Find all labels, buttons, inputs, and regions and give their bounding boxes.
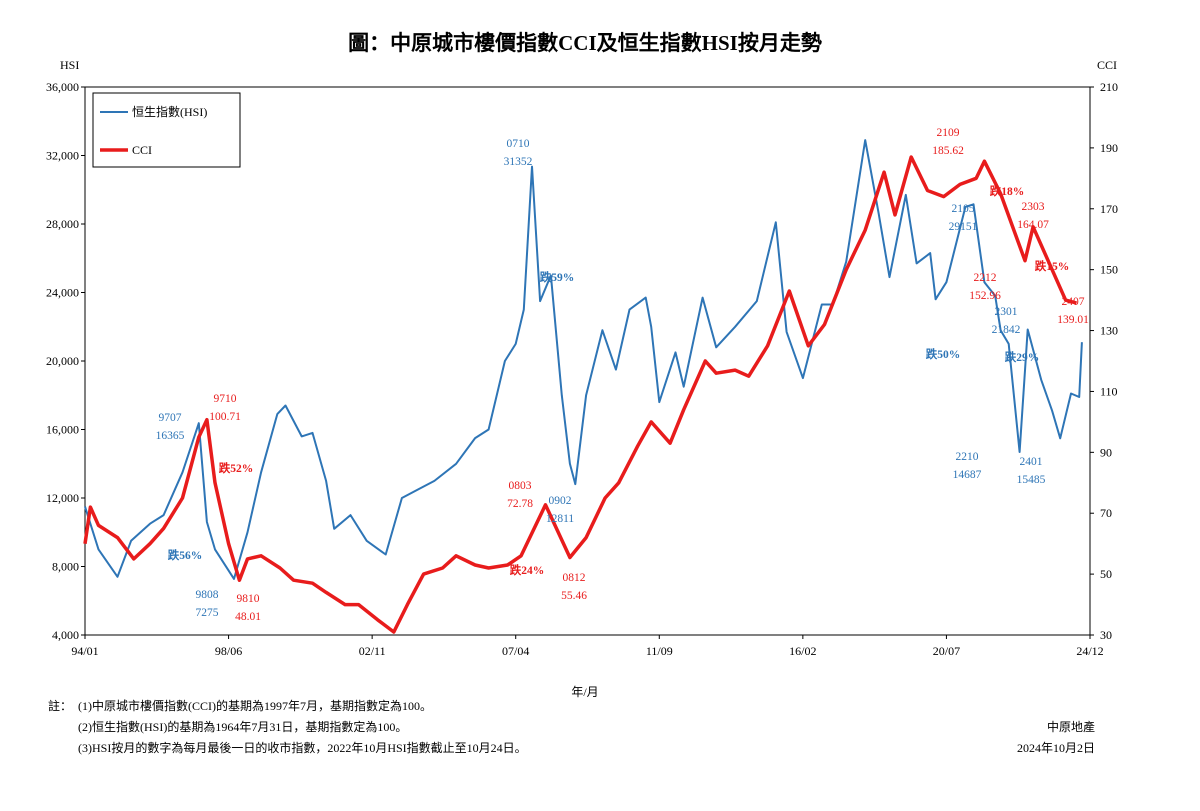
annotation: 21842 — [992, 324, 1021, 336]
y2-tick-label: 30 — [1100, 628, 1112, 642]
annotation: 14687 — [953, 469, 982, 481]
annotation: 0812 — [563, 572, 586, 584]
annotation: 2301 — [995, 306, 1018, 318]
annotation: 跌56% — [168, 548, 203, 562]
annotation: 2407 — [1062, 296, 1085, 308]
date: 2024年10月2日 — [1017, 741, 1095, 755]
annotation: 2109 — [937, 127, 960, 139]
annotation: 164.07 — [1017, 219, 1049, 231]
x-tick-label: 11/09 — [646, 644, 673, 658]
annotation: 跌24% — [510, 563, 545, 577]
y-tick-label: 16,000 — [46, 423, 79, 437]
x-axis-label: 年/月 — [571, 685, 598, 699]
annotation: 跌50% — [926, 347, 961, 361]
x-tick-label: 02/11 — [359, 644, 386, 658]
annotation: 跌15% — [1035, 259, 1070, 273]
chart-title: 圖：中原城市樓價指數CCI及恒生指數HSI按月走勢 — [348, 31, 822, 55]
annotation: 185.62 — [932, 145, 964, 157]
annotation: 55.46 — [561, 590, 587, 602]
x-tick-label: 24/12 — [1076, 644, 1103, 658]
y-tick-label: 12,000 — [46, 491, 79, 505]
y2-tick-label: 190 — [1100, 141, 1118, 155]
y-tick-label: 28,000 — [46, 217, 79, 231]
annotation: 15485 — [1017, 474, 1046, 486]
y2-axis-label: CCI — [1097, 58, 1117, 72]
x-tick-label: 20/07 — [933, 644, 960, 658]
y-tick-label: 24,000 — [46, 286, 79, 300]
annotation: 152.96 — [969, 290, 1001, 302]
source: 中原地產 — [1047, 719, 1095, 734]
annotation: 2212 — [974, 272, 997, 284]
x-tick-label: 98/06 — [215, 644, 242, 658]
y-tick-label: 36,000 — [46, 80, 79, 94]
annotation: 9808 — [196, 589, 219, 601]
y2-tick-label: 210 — [1100, 80, 1118, 94]
y2-tick-label: 150 — [1100, 263, 1118, 277]
y2-tick-label: 70 — [1100, 506, 1112, 520]
annotation: 跌18% — [990, 184, 1025, 198]
y2-tick-label: 170 — [1100, 202, 1118, 216]
annotation: 2105 — [952, 203, 975, 215]
x-tick-label: 94/01 — [71, 644, 98, 658]
annotation: 16365 — [156, 430, 185, 442]
annotation: 跌29% — [1005, 350, 1040, 364]
annotation: 9810 — [237, 593, 260, 605]
annotation: 139.01 — [1057, 314, 1089, 326]
annotation: 2303 — [1022, 201, 1045, 213]
x-tick-label: 16/02 — [789, 644, 816, 658]
annotation: 100.71 — [209, 411, 241, 423]
y-axis-label: HSI — [60, 58, 79, 72]
annotation: 7275 — [196, 607, 219, 619]
plot-frame — [84, 86, 1091, 636]
annotation: 0803 — [509, 480, 532, 492]
annotation: 跌52% — [219, 461, 254, 475]
annotation: 29151 — [949, 221, 978, 233]
series-line — [84, 139, 1083, 580]
y2-tick-label: 130 — [1100, 324, 1118, 338]
y-tick-label: 32,000 — [46, 149, 79, 163]
y2-tick-label: 90 — [1100, 445, 1112, 459]
annotation: 跌59% — [540, 270, 575, 284]
annotation: 0710 — [507, 138, 530, 150]
annotation: 31352 — [504, 156, 533, 168]
series-line — [83, 155, 1077, 634]
y2-tick-label: 110 — [1100, 384, 1118, 398]
note: (1)中原城市樓價指數(CCI)的基期為1997年7月，基期指數定為100。 — [78, 698, 432, 713]
annotation: 12811 — [546, 513, 575, 525]
legend-box — [92, 92, 241, 168]
annotation: 0902 — [549, 495, 572, 507]
annotation: 9707 — [159, 412, 182, 424]
x-tick-label: 07/04 — [502, 644, 529, 658]
y2-tick-label: 50 — [1100, 567, 1112, 581]
legend-label: CCI — [132, 143, 152, 157]
annotation: 72.78 — [507, 498, 533, 510]
y-tick-label: 4,000 — [52, 628, 79, 642]
annotation: 2401 — [1020, 456, 1043, 468]
annotation: 9710 — [214, 393, 237, 405]
y-tick-label: 20,000 — [46, 354, 79, 368]
annotation: 2210 — [956, 451, 979, 463]
legend-label: 恒生指數(HSI) — [132, 104, 207, 119]
note: (2)恒生指數(HSI)的基期為1964年7月31日，基期指數定為100。 — [78, 719, 407, 734]
note: (3)HSI按月的數字為每月最後一日的收市指數，2022年10月HSI指數截止至… — [78, 740, 527, 755]
notes-label: 註： — [48, 699, 72, 713]
y-tick-label: 8,000 — [52, 560, 79, 574]
annotation: 48.01 — [235, 611, 261, 623]
